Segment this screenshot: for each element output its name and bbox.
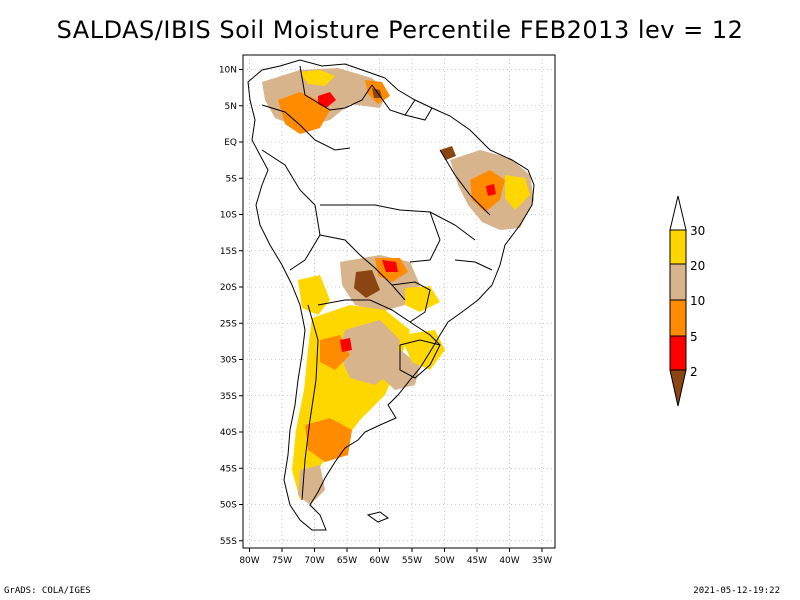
lat-tick-label: 20S — [220, 283, 237, 293]
border-brazil-states — [429, 149, 493, 271]
map-title: SALDAS/IBIS Soil Moisture Percentile FEB… — [56, 16, 744, 44]
patch-ne-brazil-yellow — [505, 175, 530, 210]
border-peru — [261, 149, 321, 271]
axis-ticks: 80W 75W 70W 65W 60W 55W 50W 45W 40W 35W 10N 5N EQ 5S 1… — [219, 66, 552, 567]
colorbar-red — [669, 335, 687, 371]
colorbar-top-arrow — [669, 195, 687, 231]
patch-patagonia-tan — [298, 465, 325, 505]
border-colombia — [261, 104, 351, 151]
lat-tick-label: 40S — [220, 428, 237, 438]
lon-tick-label: 80W — [239, 556, 259, 566]
lat-tick-label: 10N — [219, 66, 237, 76]
lat-tick-label: 45S — [220, 464, 237, 474]
border-uruguay — [399, 339, 441, 379]
patch-argentina-orange-2 — [305, 418, 352, 462]
patch-ven-red — [318, 92, 336, 108]
border-venezuela — [299, 65, 373, 111]
lon-tick-label: 45W — [467, 556, 487, 566]
lat-tick-label: 50S — [220, 501, 237, 511]
patch-ne-brazil-red — [486, 184, 496, 196]
colorbar-label-5: 5 — [690, 330, 698, 344]
patch-central-brown — [354, 270, 380, 298]
lon-tick-label: 55W — [402, 556, 422, 566]
plot-frame — [242, 54, 556, 549]
lat-tick-label: 5N — [225, 102, 237, 112]
lon-tick-label: 40W — [499, 556, 519, 566]
patch-central-yellow — [405, 286, 440, 312]
lat-tick-label: 25S — [220, 319, 237, 329]
lat-tick-label: 55S — [220, 537, 237, 547]
patch-uruguay-yellow — [400, 330, 445, 370]
border-argentina-chile — [301, 304, 319, 501]
lat-tick-label: 35S — [220, 392, 237, 402]
lat-tick-label: 15S — [220, 247, 237, 257]
footer-timestamp: 2021-05-12-19:22 — [693, 586, 780, 596]
lon-tick-label: 35W — [532, 556, 552, 566]
colorbar-yellow — [669, 229, 687, 265]
colorbar-label-2: 2 — [690, 365, 698, 379]
patch-ne-brazil-brown — [440, 146, 456, 160]
lat-tick-label: 10S — [220, 211, 237, 221]
continent-outline — [247, 59, 535, 531]
colorbar-label-10: 10 — [690, 294, 705, 308]
colorbar-label-20: 20 — [690, 259, 705, 273]
border-brazil-west — [320, 204, 441, 263]
lat-tick-label: 5S — [226, 174, 238, 184]
border-paraguay — [391, 281, 431, 323]
border-argentina-north — [317, 299, 441, 346]
colorbar-bottom-arrow — [669, 369, 687, 407]
lon-tick-label: 70W — [304, 556, 324, 566]
border-bolivia — [319, 234, 406, 301]
lat-tick-label: 30S — [220, 356, 237, 366]
percentile-patches — [262, 68, 534, 505]
border-guianas — [371, 84, 433, 121]
colorbar: 30 20 10 5 2 — [669, 195, 705, 407]
colorbar-orange — [669, 299, 687, 337]
patch-central-red — [382, 260, 398, 272]
patch-bolivia-yellow — [298, 275, 330, 315]
patch-argentina-red — [340, 338, 352, 352]
lon-tick-label: 75W — [272, 556, 292, 566]
coastline — [247, 59, 535, 531]
colorbar-label-30: 30 — [690, 224, 705, 238]
lat-tick-label: EQ — [224, 138, 237, 148]
falklands — [366, 511, 390, 523]
patch-venezuela-yellow — [300, 70, 335, 86]
lon-tick-label: 50W — [434, 556, 454, 566]
lon-tick-label: 65W — [337, 556, 357, 566]
footer-credit: GrADS: COLA/IGES — [4, 586, 91, 596]
colorbar-tan — [669, 263, 687, 301]
lon-tick-label: 60W — [369, 556, 389, 566]
